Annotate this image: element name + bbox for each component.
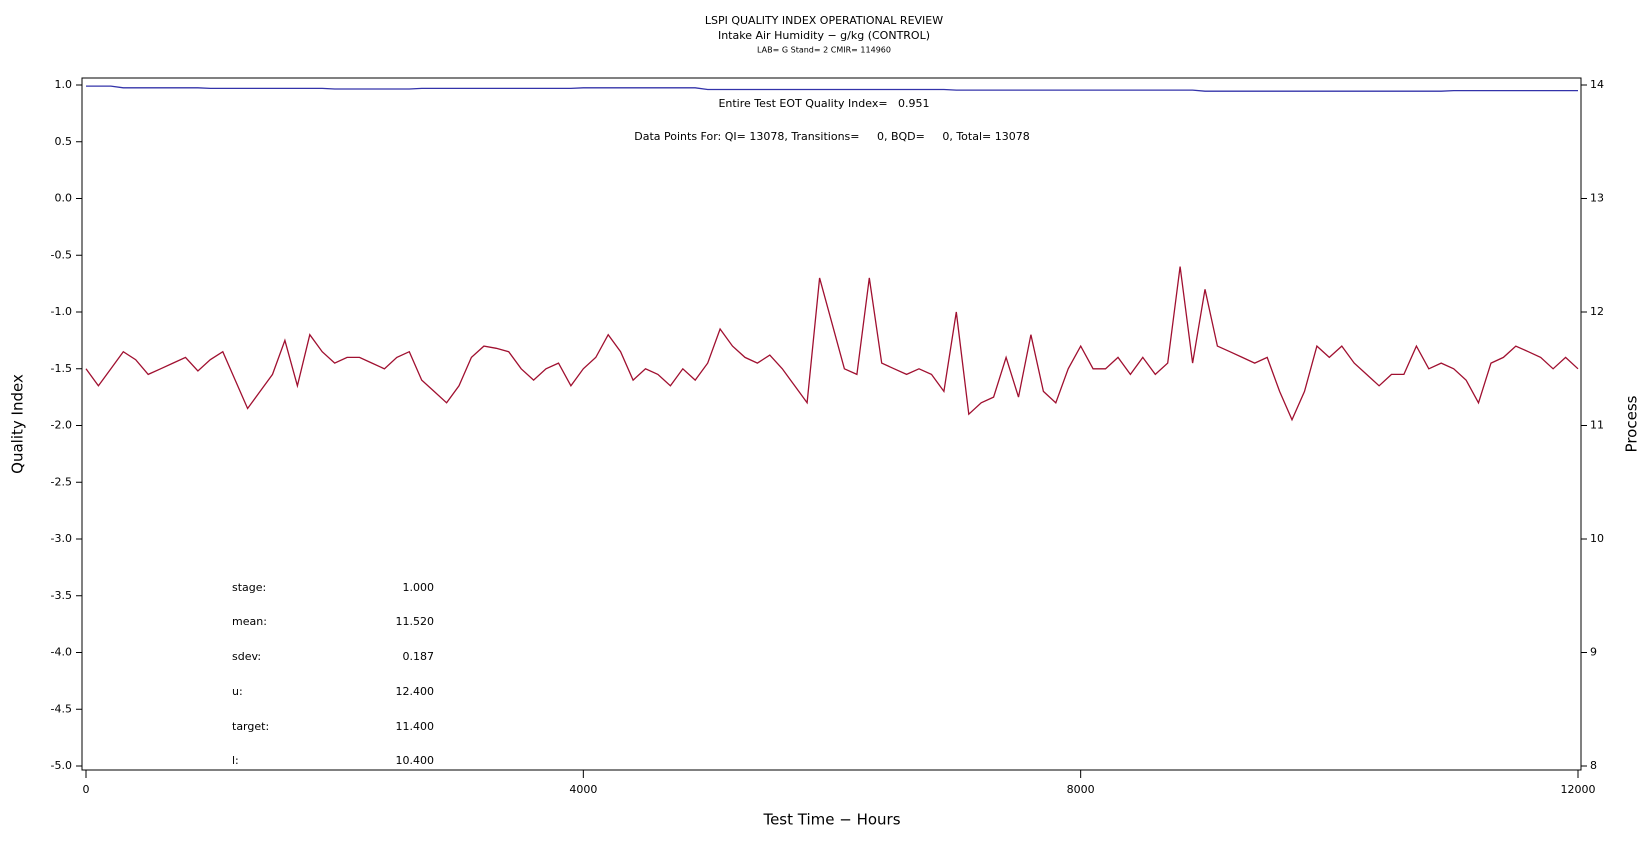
y2-axis-label: Process <box>1623 395 1641 452</box>
y-tick-label: -2.5 <box>51 475 72 488</box>
annotation: Entire Test EOT Quality Index= 0.951 <box>718 97 929 110</box>
series-line <box>85 266 1579 422</box>
stat-label: mean: <box>232 615 267 628</box>
y-tick-label: 0.0 <box>55 192 73 205</box>
stat-label: sdev: <box>232 650 261 663</box>
x-tick-label: 0 <box>83 783 90 796</box>
x-axis-label: Test Time − Hours <box>762 811 900 829</box>
stat-value: 1.000 <box>403 581 435 594</box>
chart-caption: LAB= G Stand= 2 CMIR= 114960 <box>757 46 891 55</box>
y-tick-label: 0.5 <box>55 135 73 148</box>
x-tick-label: 8000 <box>1067 783 1095 796</box>
y2-tick-label: 9 <box>1590 646 1597 659</box>
stat-value: 11.520 <box>396 615 435 628</box>
stat-label: stage: <box>232 581 266 594</box>
y2-tick-label: 11 <box>1590 419 1604 432</box>
y2-tick-label: 8 <box>1590 759 1597 772</box>
x-tick-label: 4000 <box>569 783 597 796</box>
chart-subtitle: Intake Air Humidity − g/kg (CONTROL) <box>718 29 930 42</box>
y-tick-label: -3.5 <box>51 589 72 602</box>
chart-title: LSPI QUALITY INDEX OPERATIONAL REVIEW <box>705 14 943 27</box>
y-tick-label: -4.5 <box>51 702 72 715</box>
y2-tick-label: 12 <box>1590 305 1604 318</box>
y-tick-label: -1.5 <box>51 362 72 375</box>
y-tick-label: -0.5 <box>51 248 72 261</box>
y-tick-label: 1.0 <box>55 78 73 91</box>
y-tick-label: -3.0 <box>51 532 72 545</box>
annotation: Data Points For: QI= 13078, Transitions=… <box>634 130 1029 143</box>
plot-frame <box>81 77 1582 771</box>
stat-value: 0.187 <box>403 650 435 663</box>
y2-tick-label: 10 <box>1590 532 1604 545</box>
stat-value: 11.400 <box>396 720 435 733</box>
y-tick-label: -4.0 <box>51 646 72 659</box>
stat-label: l: <box>232 754 239 767</box>
y-tick-label: -1.0 <box>51 305 72 318</box>
stat-label: target: <box>232 720 269 733</box>
stat-value: 12.400 <box>396 685 435 698</box>
y-axis-label: Quality Index <box>9 374 27 474</box>
y2-tick-label: 14 <box>1590 78 1604 91</box>
stat-label: u: <box>232 685 243 698</box>
series-line <box>86 85 1578 92</box>
x-tick-label: 12000 <box>1561 783 1596 796</box>
y-tick-label: -5.0 <box>51 759 72 772</box>
y2-tick-label: 13 <box>1590 192 1604 205</box>
y-tick-label: -2.0 <box>51 419 72 432</box>
stat-value: 10.400 <box>396 754 435 767</box>
